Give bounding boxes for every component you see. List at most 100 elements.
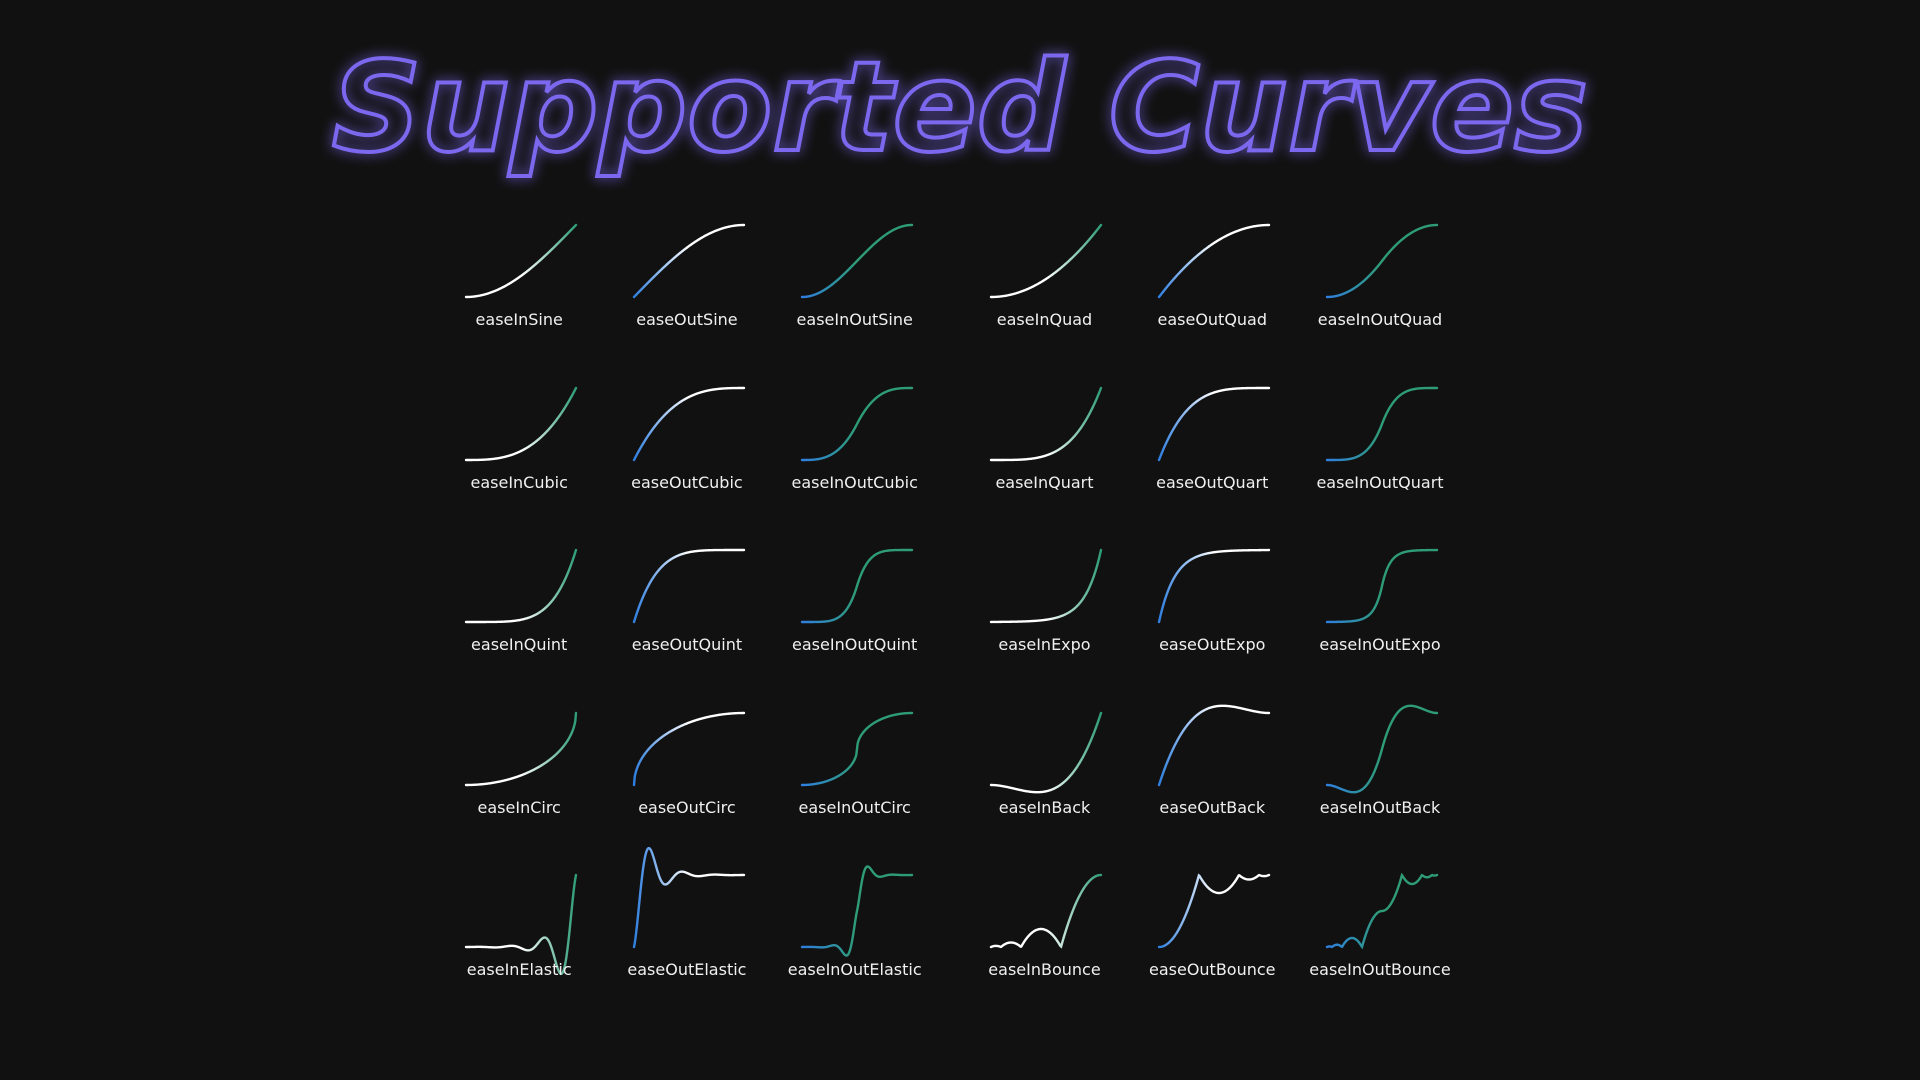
curve-graph: [632, 223, 746, 299]
curve-line-easeinoutelastic: [800, 865, 913, 957]
curve-card-easeoutcirc: easeOutCirc: [592, 710, 782, 860]
curve-line-easeoutsine: [632, 223, 746, 299]
curve-graph: [800, 711, 913, 787]
curve-graph: [1325, 386, 1439, 462]
curve-graph: [1158, 704, 1271, 787]
curve-line-easeoutelastic: [632, 846, 746, 949]
curve-graph: [1325, 872, 1439, 950]
curve-label: easeInCubic: [470, 473, 568, 492]
curve-label: easeInOutQuad: [1317, 310, 1443, 329]
curve-label: easeInOutBounce: [1309, 960, 1451, 979]
curve-label: easeInBack: [998, 798, 1091, 817]
curve-label: easeInQuart: [995, 473, 1094, 492]
curve-label: easeInQuint: [471, 635, 568, 654]
curve-card-easeinoutbounce: easeInOutBounce: [1285, 872, 1475, 1022]
curve-graph: [800, 386, 913, 462]
curve-line-easeinexpo: [990, 548, 1103, 624]
curve-card-easeinquad: easeInQuad: [949, 222, 1139, 372]
curve-label: easeInOutQuart: [1316, 473, 1444, 492]
curve-graph: [990, 711, 1103, 794]
curve-label: easeInOutSine: [796, 310, 913, 329]
curve-graph: [990, 223, 1103, 299]
curve-card-easeoutsine: easeOutSine: [592, 222, 782, 372]
curve-line-easeincubic: [464, 386, 578, 462]
curve-label: easeInElastic: [466, 960, 572, 979]
curve-card-easeinquint: easeInQuint: [424, 547, 614, 697]
curve-card-easeoutexpo: easeOutExpo: [1117, 547, 1307, 697]
curve-label: easeInOutExpo: [1319, 635, 1441, 654]
curve-line-easeinoutcubic: [800, 386, 913, 462]
curve-label: easeInOutCirc: [798, 798, 911, 817]
curve-card-easeoutbounce: easeOutBounce: [1117, 872, 1307, 1022]
curve-line-easeinoutquint: [800, 548, 913, 624]
page-title-container: Supported Curves: [0, 30, 1920, 200]
curve-graph: [1158, 223, 1271, 299]
curve-label: easeInOutBack: [1319, 798, 1441, 817]
curve-label: easeInBounce: [988, 960, 1101, 979]
curve-line-easeoutexpo: [1158, 548, 1271, 624]
curve-label: easeOutElastic: [627, 960, 747, 979]
curve-graph: [800, 865, 913, 957]
curve-card-easeinbounce: easeInBounce: [949, 872, 1139, 1022]
curve-line-easeinback: [990, 711, 1103, 794]
curve-card-easeincubic: easeInCubic: [424, 385, 614, 535]
curve-card-easeoutquart: easeOutQuart: [1117, 385, 1307, 535]
curve-card-easeoutback: easeOutBack: [1117, 704, 1307, 860]
curve-line-easeinoutexpo: [1325, 548, 1439, 624]
curve-line-easeoutquad: [1158, 223, 1271, 299]
curve-graph: [800, 548, 913, 624]
curve-label: easeInOutQuint: [792, 635, 918, 654]
curve-card-easeinoutcubic: easeInOutCubic: [760, 385, 950, 535]
curve-graph: [1325, 704, 1439, 794]
curve-card-easeinoutquint: easeInOutQuint: [760, 547, 950, 697]
curve-card-easeinoutexpo: easeInOutExpo: [1285, 547, 1475, 697]
curve-card-easeinsine: easeInSine: [424, 222, 614, 372]
curve-graph: [1158, 873, 1271, 949]
curve-graph: [464, 873, 578, 976]
curve-card-easeinback: easeInBack: [949, 710, 1139, 860]
curve-label: easeInOutElastic: [787, 960, 922, 979]
curve-line-easeinoutcirc: [800, 711, 913, 787]
curve-label: easeOutCubic: [631, 473, 743, 492]
curve-line-easeinoutbounce: [1325, 872, 1439, 950]
curve-label: easeOutBounce: [1148, 960, 1276, 979]
page-title-svg: Supported Curves: [330, 34, 1590, 182]
curve-line-easeinbounce: [990, 873, 1103, 949]
curve-line-easeinsine: [464, 223, 578, 299]
curve-label: easeOutQuad: [1157, 310, 1268, 329]
curve-graph: [990, 873, 1103, 949]
curve-line-easeinoutsine: [800, 223, 913, 299]
curve-graph: [632, 386, 746, 462]
curve-line-easeinelastic: [464, 873, 578, 976]
curve-label: easeInCirc: [477, 798, 561, 817]
curve-line-easeinquart: [990, 386, 1103, 462]
curve-line-easeinoutquad: [1325, 223, 1439, 299]
curve-graph: [464, 223, 578, 299]
curve-graph: [632, 548, 746, 624]
curve-graph: [990, 386, 1103, 462]
curve-graph: [990, 548, 1103, 624]
curve-card-easeoutquint: easeOutQuint: [592, 547, 782, 697]
curve-line-easeinoutquart: [1325, 386, 1439, 462]
curve-graph: [464, 711, 578, 787]
curve-line-easeoutquint: [632, 548, 746, 624]
curve-line-easeoutback: [1158, 704, 1271, 787]
curve-graph: [632, 846, 746, 949]
curve-card-easeinoutquad: easeInOutQuad: [1285, 222, 1475, 372]
curve-label: easeOutQuart: [1156, 473, 1269, 492]
curve-graph: [464, 386, 578, 462]
curve-card-easeinquart: easeInQuart: [949, 385, 1139, 535]
curve-label: easeInExpo: [998, 635, 1091, 654]
curve-line-easeoutcirc: [632, 711, 746, 787]
curve-label: easeInOutCubic: [791, 473, 918, 492]
curve-graph: [464, 548, 578, 624]
curve-card-easeinelastic: easeInElastic: [424, 872, 614, 1022]
curve-graph: [1325, 548, 1439, 624]
curve-card-easeinoutcirc: easeInOutCirc: [760, 710, 950, 860]
curve-graph: [632, 711, 746, 787]
curve-line-easeinquint: [464, 548, 578, 624]
curve-card-easeinoutquart: easeInOutQuart: [1285, 385, 1475, 535]
curve-card-easeoutelastic: easeOutElastic: [592, 846, 782, 1022]
curve-card-easeinoutback: easeInOutBack: [1285, 704, 1475, 860]
